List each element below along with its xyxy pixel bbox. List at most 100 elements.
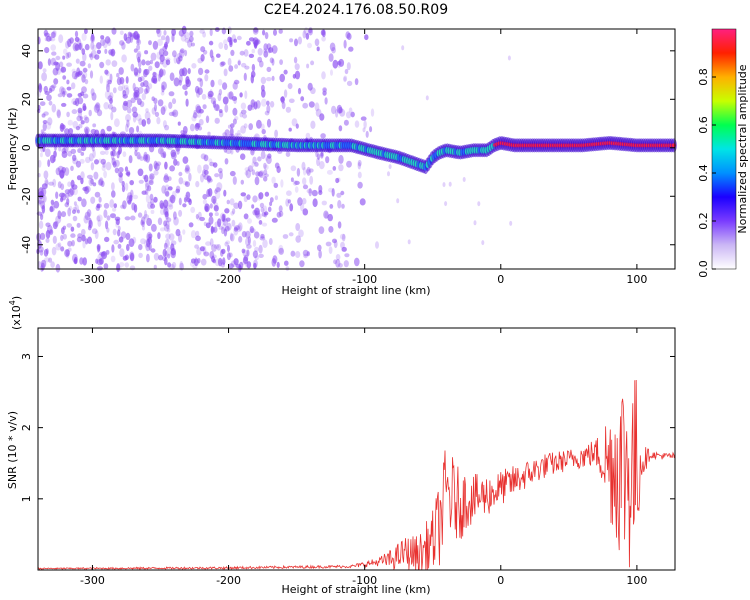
spectrogram-point [96, 203, 101, 209]
spectrogram-point [263, 162, 267, 170]
colorbar: 0.0 0.2 0.4 0.6 0.8 Normalized spectral ampl… [697, 28, 749, 278]
spectrogram-point [209, 251, 215, 259]
spectrogram-x-tick-label: -200 [216, 273, 241, 286]
spectrogram-point [234, 64, 239, 69]
spectrogram-point [103, 170, 107, 179]
spectrogram-point [97, 219, 102, 227]
spectrogram-point [233, 79, 240, 85]
spectrogram-point [154, 111, 160, 117]
spectrogram-point [326, 169, 333, 175]
spectrogram-point [170, 249, 176, 259]
spectrogram-point [214, 258, 221, 267]
spectrogram-point [94, 54, 100, 60]
spectrogram-point [44, 47, 50, 54]
spectrogram-point [62, 55, 66, 60]
spectrogram-point [278, 210, 284, 217]
spectrogram-point [72, 42, 79, 52]
spectrogram-point [230, 123, 235, 128]
spectrogram-point [153, 169, 159, 176]
spectrogram-point [118, 175, 123, 184]
spectrogram-point [276, 211, 282, 218]
spectrogram-point [117, 171, 123, 178]
spectrogram-point [219, 109, 223, 114]
spectrogram-point [99, 150, 106, 155]
spectrogram-point [224, 158, 229, 165]
spectrogram-point [269, 101, 275, 108]
spectrogram-point [42, 120, 48, 124]
spectrogram-point [56, 109, 61, 119]
spectrogram-point [271, 176, 276, 184]
spectrogram-point [165, 233, 171, 240]
spectrogram-point [43, 249, 49, 257]
spectrogram-point [122, 94, 128, 99]
spectrogram-point [111, 190, 116, 198]
spectrogram-point [345, 31, 351, 39]
spectrogram-point [127, 199, 132, 205]
snr-x-tick-label: 100 [626, 574, 647, 587]
spectrogram-point [343, 119, 349, 126]
spectrogram-point [339, 233, 346, 240]
spectrogram-point [212, 258, 216, 264]
spectrogram-point [184, 181, 190, 188]
spectrogram-point [212, 100, 216, 108]
spectrogram-point [125, 232, 131, 240]
spectrogram-point [289, 203, 294, 212]
spectrogram-point [312, 198, 318, 208]
spectrogram-point [136, 151, 141, 160]
spectrogram-point [151, 96, 155, 101]
spectrogram-point [57, 242, 62, 248]
spectrogram-point [369, 126, 373, 133]
spectrogram-point [157, 99, 164, 107]
spectrogram-point [170, 243, 175, 251]
spectrogram-point [149, 174, 154, 184]
spectrogram-point [254, 176, 260, 186]
spectrogram-point [269, 57, 274, 64]
spectrogram-point [76, 175, 82, 181]
spectrogram-point [136, 44, 141, 51]
spectrogram-point [129, 194, 133, 202]
snr-x-tick-label: -200 [216, 574, 241, 587]
spectrogram-point [262, 29, 266, 36]
spectrogram-point [214, 117, 220, 124]
spectrogram-point [82, 257, 87, 266]
spectrogram-point [192, 112, 198, 119]
spectrogram-point [148, 83, 153, 90]
spectrogram-point [90, 34, 95, 43]
spectrogram-point [261, 222, 268, 227]
spectrogram-point [216, 182, 223, 191]
spectrogram-point [191, 115, 197, 122]
spectrogram-point [64, 189, 71, 194]
spectrogram-point [141, 93, 146, 101]
spectrogram-point [164, 257, 168, 266]
spectrogram-point [37, 159, 42, 168]
spectrogram-point [125, 36, 132, 44]
spectrogram-point [129, 251, 135, 261]
spectrogram-y-axis-label: Frequency (Hz) [6, 108, 19, 191]
spectrogram-point [306, 63, 310, 69]
spectrogram-point [114, 118, 120, 128]
spectrogram-point [266, 155, 272, 165]
spectrogram-point [40, 129, 44, 134]
spectrogram-point [59, 192, 65, 198]
spectrogram-point [187, 39, 193, 48]
spectrogram-point [173, 55, 177, 64]
spectrogram-point [262, 239, 268, 249]
spectrogram-point [97, 245, 101, 252]
spectrogram-point [165, 57, 171, 62]
spectrogram-point [218, 257, 223, 267]
spectrogram-point [121, 185, 126, 193]
spectrogram-point [72, 120, 79, 129]
spectrogram-point [71, 68, 76, 74]
spectrogram-point [195, 230, 200, 238]
spectrogram-point [213, 244, 220, 249]
spectrogram-point [72, 187, 78, 196]
spectrogram-point [51, 246, 57, 256]
spectrogram-point [228, 65, 234, 72]
spectrogram-point [206, 175, 212, 182]
spectrogram-point [57, 210, 62, 220]
spectrogram-point [171, 111, 177, 116]
spectrogram-point [240, 179, 244, 185]
spectrogram-point [61, 150, 68, 158]
spectrogram-point [150, 209, 155, 214]
spectrogram-point [210, 97, 217, 105]
